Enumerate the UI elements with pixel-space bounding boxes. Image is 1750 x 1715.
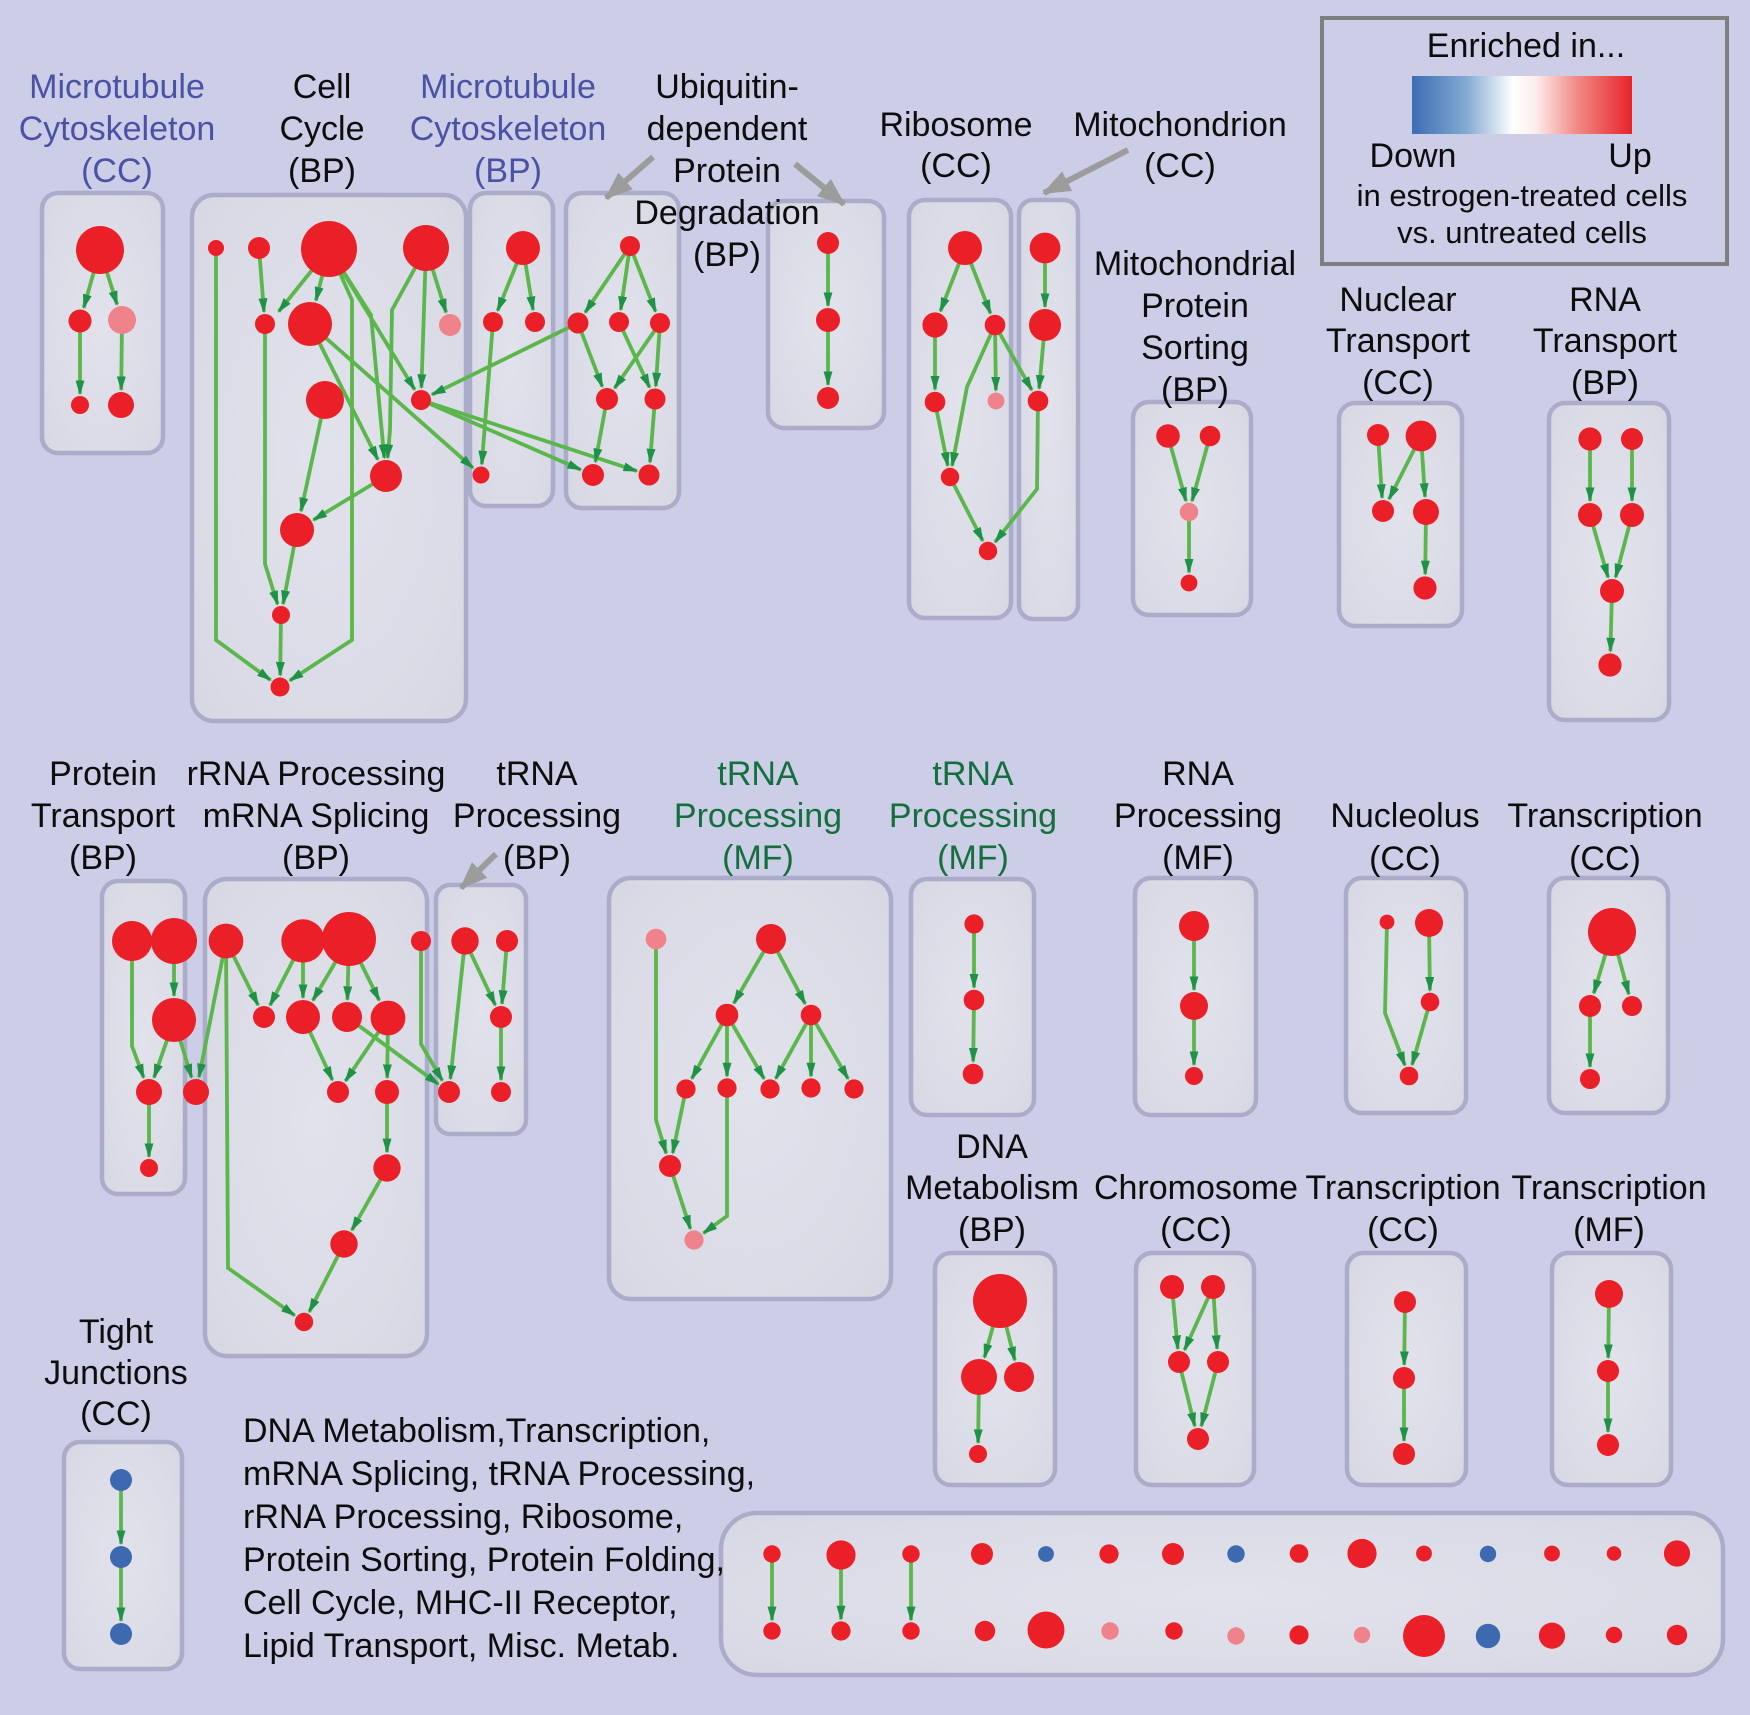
svg-text:in estrogen-treated cells: in estrogen-treated cells xyxy=(1357,178,1688,213)
svg-text:Transcription: Transcription xyxy=(1305,1169,1500,1207)
svg-text:Transcription: Transcription xyxy=(1511,1169,1706,1207)
svg-text:Processing: Processing xyxy=(674,797,842,835)
svg-text:RNA: RNA xyxy=(1569,281,1641,319)
svg-text:tRNA: tRNA xyxy=(932,755,1014,793)
svg-text:Nucleolus: Nucleolus xyxy=(1330,797,1479,835)
svg-text:mRNA Splicing: mRNA Splicing xyxy=(203,797,430,835)
svg-text:Cytoskeleton: Cytoskeleton xyxy=(410,110,607,148)
svg-text:Down: Down xyxy=(1370,137,1457,175)
svg-text:Enriched in...: Enriched in... xyxy=(1427,27,1625,65)
svg-text:(CC): (CC) xyxy=(80,1395,152,1433)
svg-text:Cytoskeleton: Cytoskeleton xyxy=(19,110,216,148)
svg-text:rRNA Processing: rRNA Processing xyxy=(187,755,446,793)
svg-text:(CC): (CC) xyxy=(1362,364,1434,402)
svg-text:Transcription: Transcription xyxy=(1507,797,1702,835)
svg-text:Mitochondrial: Mitochondrial xyxy=(1094,245,1296,283)
svg-text:Metabolism: Metabolism xyxy=(905,1169,1079,1207)
svg-text:Degradation: Degradation xyxy=(634,194,819,232)
svg-text:(CC): (CC) xyxy=(1367,1211,1439,1249)
svg-text:Lipid Transport, Misc. Metab.: Lipid Transport, Misc. Metab. xyxy=(243,1627,680,1665)
svg-text:rRNA Processing, Ribosome,: rRNA Processing, Ribosome, xyxy=(243,1498,683,1536)
svg-text:(BP): (BP) xyxy=(288,152,356,190)
svg-text:Cell Cycle, MHC-II Receptor,: Cell Cycle, MHC-II Receptor, xyxy=(243,1584,678,1622)
svg-text:(MF): (MF) xyxy=(1573,1211,1645,1249)
svg-text:Cycle: Cycle xyxy=(279,110,364,148)
svg-text:Ribosome: Ribosome xyxy=(879,106,1032,144)
svg-text:(CC): (CC) xyxy=(1160,1211,1232,1249)
svg-text:Transport: Transport xyxy=(31,797,176,835)
svg-text:(BP): (BP) xyxy=(69,839,137,877)
svg-text:tRNA: tRNA xyxy=(496,755,578,793)
svg-text:dependent: dependent xyxy=(647,110,808,148)
svg-text:Microtubule: Microtubule xyxy=(420,68,596,106)
svg-text:(BP): (BP) xyxy=(282,839,350,877)
svg-text:Up: Up xyxy=(1608,137,1651,175)
svg-text:DNA: DNA xyxy=(956,1128,1028,1166)
svg-text:Transport: Transport xyxy=(1533,322,1678,360)
svg-text:(MF): (MF) xyxy=(1162,839,1234,877)
svg-text:Chromosome: Chromosome xyxy=(1094,1169,1298,1207)
svg-text:Tight: Tight xyxy=(79,1313,154,1351)
svg-text:Protein: Protein xyxy=(1141,287,1249,325)
svg-text:mRNA Splicing, tRNA Processing: mRNA Splicing, tRNA Processing, xyxy=(243,1455,755,1493)
svg-text:Nuclear: Nuclear xyxy=(1339,281,1456,319)
svg-text:Junctions: Junctions xyxy=(44,1354,188,1392)
svg-text:DNA Metabolism,Transcription,: DNA Metabolism,Transcription, xyxy=(243,1412,710,1450)
svg-text:Protein: Protein xyxy=(49,755,157,793)
svg-text:(CC): (CC) xyxy=(920,147,992,185)
svg-text:Cell: Cell xyxy=(293,68,352,106)
svg-text:Transport: Transport xyxy=(1326,322,1471,360)
svg-text:(BP): (BP) xyxy=(958,1211,1026,1249)
svg-text:(CC): (CC) xyxy=(1369,840,1441,878)
svg-text:(MF): (MF) xyxy=(937,839,1009,877)
svg-text:(CC): (CC) xyxy=(1569,840,1641,878)
svg-text:(BP): (BP) xyxy=(1571,364,1639,402)
svg-text:(BP): (BP) xyxy=(474,152,542,190)
svg-text:(MF): (MF) xyxy=(722,839,794,877)
svg-text:(CC): (CC) xyxy=(1144,147,1216,185)
svg-text:Microtubule: Microtubule xyxy=(29,68,205,106)
svg-text:(BP): (BP) xyxy=(1161,371,1229,409)
svg-text:Processing: Processing xyxy=(1114,797,1282,835)
svg-text:Protein Sorting, Protein Foldi: Protein Sorting, Protein Folding, xyxy=(243,1541,725,1579)
svg-text:tRNA: tRNA xyxy=(717,755,799,793)
svg-text:Mitochondrion: Mitochondrion xyxy=(1073,106,1287,144)
svg-text:(BP): (BP) xyxy=(503,839,571,877)
svg-text:RNA: RNA xyxy=(1162,755,1234,793)
svg-text:(BP): (BP) xyxy=(693,236,761,274)
svg-text:Processing: Processing xyxy=(889,797,1057,835)
svg-text:Processing: Processing xyxy=(453,797,621,835)
svg-text:Ubiquitin-: Ubiquitin- xyxy=(655,68,799,106)
svg-text:Sorting: Sorting xyxy=(1141,329,1249,367)
svg-text:(CC): (CC) xyxy=(81,152,153,190)
svg-text:vs. untreated cells: vs. untreated cells xyxy=(1397,215,1647,250)
svg-text:Protein: Protein xyxy=(673,152,781,190)
